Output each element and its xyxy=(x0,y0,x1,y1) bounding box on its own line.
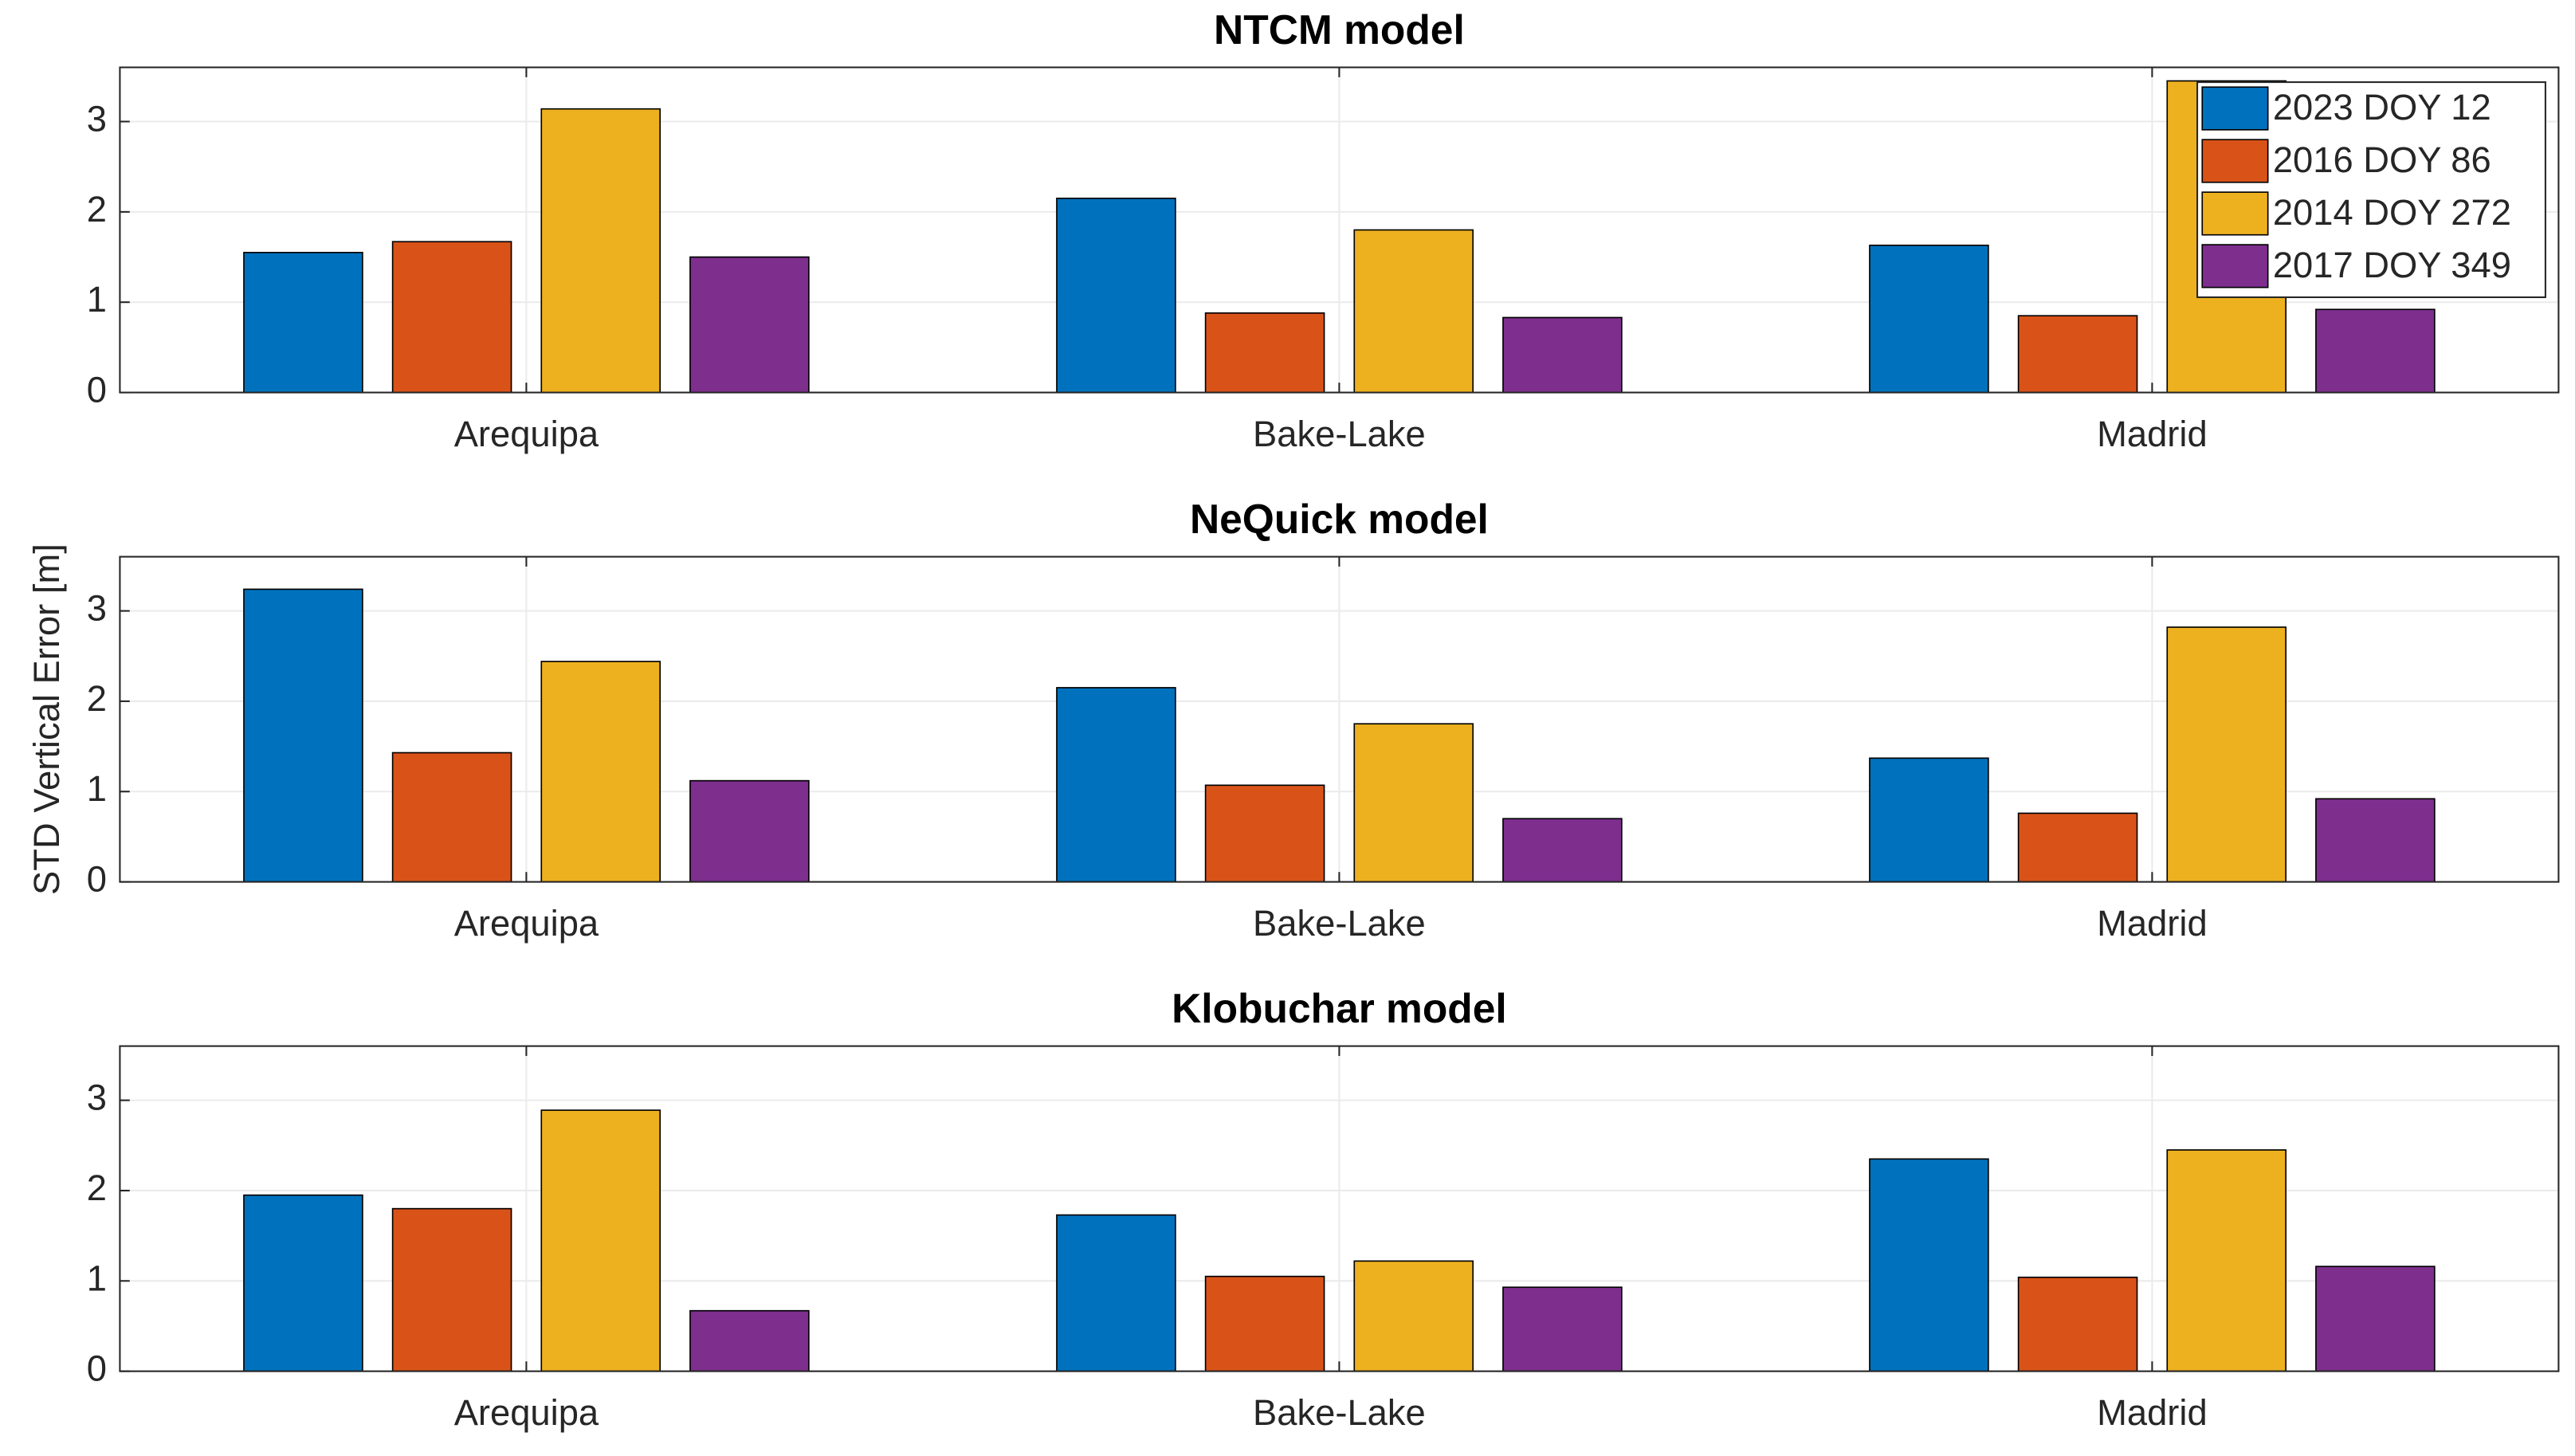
bar xyxy=(1204,784,1325,883)
y-tick-label: 2 xyxy=(87,678,107,719)
y-tick-label: 3 xyxy=(87,98,107,139)
bar xyxy=(540,108,661,394)
axes-box xyxy=(119,66,2560,394)
bar xyxy=(1869,244,1989,394)
bar xyxy=(391,241,512,394)
bar xyxy=(2315,798,2436,883)
bar xyxy=(1056,1214,1176,1372)
bar xyxy=(1502,818,1623,883)
bar xyxy=(689,1309,810,1372)
y-tick-label: 3 xyxy=(87,588,107,629)
bar xyxy=(1869,757,1989,883)
y-tick-label: 1 xyxy=(87,768,107,809)
chart-title: Klobuchar model xyxy=(1172,985,1507,1031)
bar xyxy=(1056,198,1176,394)
x-tick-label: Madrid xyxy=(2097,903,2208,944)
bar xyxy=(1204,1275,1325,1372)
y-tick-label: 1 xyxy=(87,1258,107,1298)
legend-swatch xyxy=(2201,244,2269,288)
bar xyxy=(1353,723,1474,883)
x-tick-label: Bake-Lake xyxy=(1253,1392,1426,1433)
legend-swatch xyxy=(2201,86,2269,131)
axes-box xyxy=(119,1045,2560,1372)
chart-title: NeQuick model xyxy=(1190,496,1489,542)
x-tick-label: Arequipa xyxy=(454,414,599,454)
legend-label: 2017 DOY 349 xyxy=(2273,245,2511,285)
bar xyxy=(243,588,363,883)
x-tick-label: Arequipa xyxy=(454,903,599,944)
legend-swatch xyxy=(2201,191,2269,236)
legend-swatch xyxy=(2201,139,2269,183)
bar xyxy=(689,779,810,883)
y-tick-label: 0 xyxy=(87,859,107,900)
bar xyxy=(2017,812,2138,883)
y-tick-label: 2 xyxy=(87,189,107,230)
legend-label: 2016 DOY 86 xyxy=(2273,139,2491,180)
y-tick-label: 3 xyxy=(87,1077,107,1118)
y-tick-label: 0 xyxy=(87,1348,107,1389)
bar xyxy=(243,1194,363,1372)
bar xyxy=(2166,1149,2287,1372)
bar xyxy=(243,252,363,394)
bar xyxy=(1502,1286,1623,1372)
bar xyxy=(2315,308,2436,394)
bar xyxy=(1869,1158,1989,1372)
bar xyxy=(391,752,512,883)
bar xyxy=(2166,626,2287,883)
x-tick-label: Arequipa xyxy=(454,1392,599,1433)
x-tick-label: Madrid xyxy=(2097,1392,2208,1433)
x-tick-label: Madrid xyxy=(2097,414,2208,454)
bar xyxy=(1502,316,1623,394)
bar xyxy=(1353,1260,1474,1372)
legend-label: 2014 DOY 272 xyxy=(2273,192,2511,233)
chart-title: NTCM model xyxy=(1214,6,1465,53)
bar xyxy=(1353,229,1474,394)
bar xyxy=(1204,312,1325,394)
bar xyxy=(689,256,810,394)
y-axis-label: STD Vertical Error [m] xyxy=(26,544,67,895)
bar xyxy=(540,661,661,883)
x-tick-label: Bake-Lake xyxy=(1253,414,1426,454)
y-tick-label: 2 xyxy=(87,1168,107,1208)
bar xyxy=(2017,1276,2138,1372)
bar xyxy=(2017,315,2138,394)
bar xyxy=(1056,687,1176,883)
legend-label: 2023 DOY 12 xyxy=(2273,87,2491,128)
bar xyxy=(2315,1266,2436,1372)
x-tick-label: Bake-Lake xyxy=(1253,903,1426,944)
y-tick-label: 0 xyxy=(87,369,107,410)
y-tick-label: 1 xyxy=(87,279,107,320)
bar xyxy=(391,1207,512,1372)
bar xyxy=(540,1109,661,1372)
axes-box xyxy=(119,555,2560,883)
